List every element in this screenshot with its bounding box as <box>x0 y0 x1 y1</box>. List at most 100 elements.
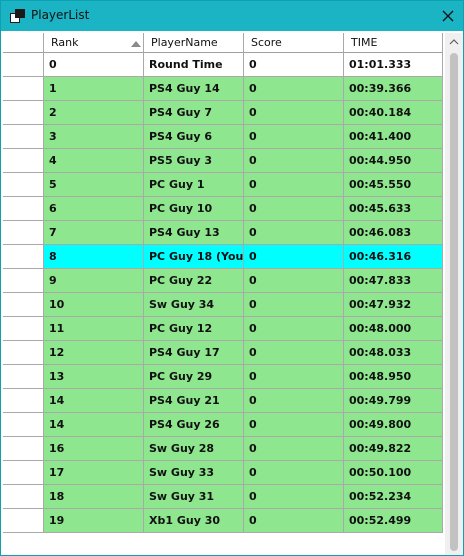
row-header[interactable] <box>3 101 44 125</box>
cell-time[interactable]: 00:47.932 <box>344 293 443 317</box>
cell-score[interactable]: 0 <box>244 197 344 221</box>
cell-player-name[interactable]: PC Guy 10 <box>144 197 244 221</box>
row-header[interactable] <box>3 149 44 173</box>
cell-time[interactable]: 00:52.234 <box>344 485 443 509</box>
cell-score[interactable]: 0 <box>244 365 344 389</box>
cell-time[interactable]: 00:47.833 <box>344 269 443 293</box>
row-header[interactable] <box>3 389 44 413</box>
cell-rank[interactable]: 9 <box>44 269 144 293</box>
cell-rank[interactable]: 0 <box>44 53 144 77</box>
column-header-rank[interactable]: Rank <box>44 33 144 53</box>
cell-time[interactable]: 00:49.822 <box>344 437 443 461</box>
table-row[interactable]: 8 PC Guy 18 (You) 0 00:46.316 <box>3 245 443 269</box>
row-header[interactable] <box>3 365 44 389</box>
vertical-scrollbar[interactable] <box>445 33 463 555</box>
cell-player-name[interactable]: PS4 Guy 26 <box>144 413 244 437</box>
cell-rank[interactable]: 4 <box>44 149 144 173</box>
cell-score[interactable]: 0 <box>244 53 344 77</box>
table-row[interactable]: 9 PC Guy 22 0 00:47.833 <box>3 269 443 293</box>
row-header[interactable] <box>3 437 44 461</box>
cell-score[interactable]: 0 <box>244 509 344 533</box>
row-header[interactable] <box>3 77 44 101</box>
cell-rank[interactable]: 3 <box>44 125 144 149</box>
table-row[interactable]: 13 PC Guy 29 0 00:48.950 <box>3 365 443 389</box>
cell-score[interactable]: 0 <box>244 77 344 101</box>
cell-rank[interactable]: 8 <box>44 245 144 269</box>
cell-rank[interactable]: 18 <box>44 485 144 509</box>
cell-player-name[interactable]: PC Guy 12 <box>144 317 244 341</box>
scroll-up-button[interactable] <box>445 33 463 50</box>
cell-player-name[interactable]: PS5 Guy 3 <box>144 149 244 173</box>
cell-player-name[interactable]: PS4 Guy 14 <box>144 77 244 101</box>
cell-rank[interactable]: 14 <box>44 413 144 437</box>
table-row[interactable]: 16 Sw Guy 28 0 00:49.822 <box>3 437 443 461</box>
table-row[interactable]: 6 PC Guy 10 0 00:45.633 <box>3 197 443 221</box>
cell-player-name[interactable]: PS4 Guy 17 <box>144 341 244 365</box>
row-header[interactable] <box>3 317 44 341</box>
cell-player-name[interactable]: Round Time <box>144 53 244 77</box>
cell-rank[interactable]: 17 <box>44 461 144 485</box>
cell-time[interactable]: 00:45.550 <box>344 173 443 197</box>
cell-rank[interactable]: 7 <box>44 221 144 245</box>
cell-score[interactable]: 0 <box>244 101 344 125</box>
cell-time[interactable]: 00:48.000 <box>344 317 443 341</box>
cell-player-name[interactable]: PC Guy 18 (You) <box>144 245 244 269</box>
cell-score[interactable]: 0 <box>244 389 344 413</box>
cell-player-name[interactable]: PS4 Guy 21 <box>144 389 244 413</box>
table-row[interactable]: 19 Xb1 Guy 30 0 00:52.499 <box>3 509 443 533</box>
table-row[interactable]: 14 PS4 Guy 26 0 00:49.800 <box>3 413 443 437</box>
table-row[interactable]: 1 PS4 Guy 14 0 00:39.366 <box>3 77 443 101</box>
close-button[interactable] <box>437 5 459 27</box>
cell-score[interactable]: 0 <box>244 341 344 365</box>
cell-time[interactable]: 00:48.950 <box>344 365 443 389</box>
cell-score[interactable]: 0 <box>244 317 344 341</box>
cell-time[interactable]: 00:52.499 <box>344 509 443 533</box>
player-table[interactable]: Rank PlayerName Score TIME 0 Round Time 0 0… <box>3 33 443 555</box>
cell-time[interactable]: 00:49.800 <box>344 413 443 437</box>
row-header[interactable] <box>3 245 44 269</box>
cell-rank[interactable]: 2 <box>44 101 144 125</box>
row-header[interactable] <box>3 221 44 245</box>
title-bar[interactable]: PlayerList <box>1 1 463 31</box>
row-header[interactable] <box>3 413 44 437</box>
cell-rank[interactable]: 14 <box>44 389 144 413</box>
cell-time[interactable]: 00:46.083 <box>344 221 443 245</box>
row-header[interactable] <box>3 125 44 149</box>
table-row[interactable]: 4 PS5 Guy 3 0 00:44.950 <box>3 149 443 173</box>
cell-player-name[interactable]: Sw Guy 34 <box>144 293 244 317</box>
cell-rank[interactable]: 1 <box>44 77 144 101</box>
row-header[interactable] <box>3 293 44 317</box>
cell-score[interactable]: 0 <box>244 125 344 149</box>
cell-score[interactable]: 0 <box>244 269 344 293</box>
cell-score[interactable]: 0 <box>244 221 344 245</box>
cell-player-name[interactable]: PS4 Guy 7 <box>144 101 244 125</box>
scrollbar-thumb[interactable] <box>450 53 458 551</box>
cell-player-name[interactable]: PC Guy 29 <box>144 365 244 389</box>
table-row[interactable]: 11 PC Guy 12 0 00:48.000 <box>3 317 443 341</box>
cell-rank[interactable]: 6 <box>44 197 144 221</box>
cell-time[interactable]: 00:46.316 <box>344 245 443 269</box>
row-header[interactable] <box>3 485 44 509</box>
cell-time[interactable]: 00:44.950 <box>344 149 443 173</box>
cell-score[interactable]: 0 <box>244 437 344 461</box>
table-row[interactable]: 5 PC Guy 1 0 00:45.550 <box>3 173 443 197</box>
table-row[interactable]: 3 PS4 Guy 6 0 00:41.400 <box>3 125 443 149</box>
cell-score[interactable]: 0 <box>244 485 344 509</box>
column-header-score[interactable]: Score <box>244 33 344 53</box>
row-header[interactable] <box>3 461 44 485</box>
row-header[interactable] <box>3 197 44 221</box>
table-row[interactable]: 2 PS4 Guy 7 0 00:40.184 <box>3 101 443 125</box>
table-row[interactable]: 14 PS4 Guy 21 0 00:49.799 <box>3 389 443 413</box>
cell-score[interactable]: 0 <box>244 173 344 197</box>
row-header[interactable] <box>3 509 44 533</box>
row-header[interactable] <box>3 53 44 77</box>
cell-player-name[interactable]: Sw Guy 28 <box>144 437 244 461</box>
column-header-playername[interactable]: PlayerName <box>144 33 244 53</box>
cell-time[interactable]: 00:40.184 <box>344 101 443 125</box>
table-row[interactable]: 0 Round Time 0 01:01.333 <box>3 53 443 77</box>
cell-rank[interactable]: 19 <box>44 509 144 533</box>
row-header[interactable] <box>3 269 44 293</box>
cell-player-name[interactable]: PS4 Guy 13 <box>144 221 244 245</box>
cell-player-name[interactable]: PS4 Guy 6 <box>144 125 244 149</box>
cell-time[interactable]: 00:45.633 <box>344 197 443 221</box>
